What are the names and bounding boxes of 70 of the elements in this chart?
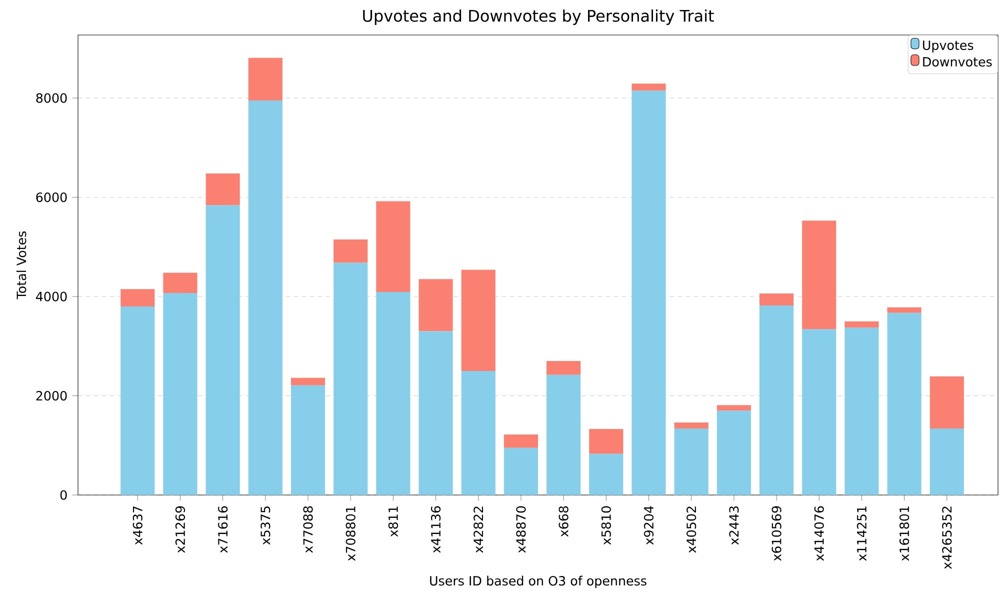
chart-title: Upvotes and Downvotes by Personality Trait <box>363 9 714 25</box>
bar <box>632 90 666 495</box>
legend-label: Upvotes <box>923 40 974 52</box>
x-tick-label: x4637 <box>132 506 142 545</box>
x-tick-label: x42822 <box>474 506 484 553</box>
y-tick-label: 8000 <box>36 93 67 103</box>
x-tick-label: x5375 <box>260 506 270 545</box>
x-tick-label: x40502 <box>686 506 696 553</box>
x-tick-label: x21269 <box>175 506 186 553</box>
bar <box>163 293 198 495</box>
bar <box>248 100 282 495</box>
bar <box>589 454 624 495</box>
bar <box>206 205 240 495</box>
x-axis-title: Users ID based on O3 of openness <box>430 576 646 588</box>
x-tick-label: x77088 <box>303 506 313 553</box>
bar <box>632 84 666 91</box>
bar <box>120 306 155 495</box>
bar <box>376 201 410 292</box>
bar <box>674 428 708 495</box>
x-tick-label: x414076 <box>814 506 824 561</box>
x-tick-label: x4265352 <box>942 506 952 569</box>
bar <box>248 58 282 101</box>
x-tick-label: x708801 <box>346 506 356 561</box>
y-tick-label: 2000 <box>36 390 67 401</box>
bar <box>206 173 240 206</box>
y-tick-label: 0 <box>60 490 67 500</box>
bar <box>887 312 922 495</box>
bar <box>759 294 794 306</box>
bar <box>589 429 624 454</box>
x-tick-label: x5810 <box>601 506 611 545</box>
bar <box>504 434 538 448</box>
bar <box>120 289 155 306</box>
x-tick-label: x610569 <box>772 506 782 561</box>
x-tick-label: x161801 <box>900 506 910 561</box>
bar <box>802 329 836 495</box>
bar <box>504 448 538 495</box>
bar <box>290 385 326 495</box>
bar <box>418 331 453 495</box>
bar <box>163 272 198 294</box>
bar <box>887 307 922 313</box>
bar <box>334 239 368 263</box>
bar <box>461 270 496 371</box>
x-tick-label: x9204 <box>644 506 654 545</box>
bar <box>716 405 751 411</box>
bar <box>844 321 879 328</box>
bar <box>844 328 879 495</box>
x-tick-label: x668 <box>558 506 568 537</box>
bar <box>546 361 581 375</box>
bar <box>930 428 964 495</box>
bar <box>802 220 836 330</box>
bar <box>376 292 410 495</box>
x-tick-label: x114251 <box>856 506 867 561</box>
bar <box>759 305 794 495</box>
x-tick-label: x2443 <box>729 506 739 545</box>
y-axis-title: Total Votes <box>16 231 26 300</box>
bar <box>461 370 496 495</box>
y-tick-label: 4000 <box>36 292 67 302</box>
bar <box>674 422 708 429</box>
legend-label: Downvotes <box>923 57 992 67</box>
x-tick-label: x41136 <box>430 506 441 553</box>
x-tick-label: x71616 <box>218 506 228 553</box>
x-tick-label: x811 <box>388 506 398 537</box>
bar <box>546 374 581 495</box>
bar <box>930 376 964 429</box>
x-tick-label: x48870 <box>516 506 526 553</box>
y-tick-label: 6000 <box>36 192 67 202</box>
bar <box>716 410 751 495</box>
bar <box>290 378 326 386</box>
bar <box>334 262 368 495</box>
bar <box>418 279 453 332</box>
